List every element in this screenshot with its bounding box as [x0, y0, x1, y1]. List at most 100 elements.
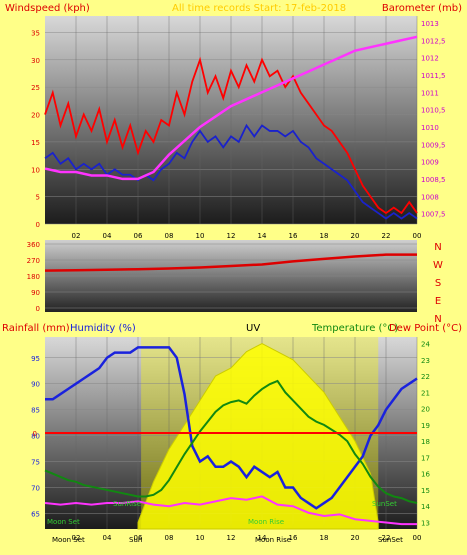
temperature-y-tick-label: 18 [421, 438, 430, 446]
direction-y-tick-label: 90 [31, 289, 40, 297]
chart-header: All time records Start: 17-feb-2018 [172, 3, 346, 14]
barometer-y-tick-label: 1009,5 [421, 141, 446, 149]
wind-x-tick-label: 12 [227, 232, 236, 240]
temperature-y-tick-label: 15 [421, 487, 430, 495]
rain-x-ticks: 02 04 06 08 10 12 14 16 18 20 22 00 [72, 534, 422, 542]
wind-y-tick-label: 35 [31, 29, 40, 37]
rain-x-tick-label: 16 [289, 534, 298, 542]
rain-series-line-2 [44, 495, 417, 526]
temperature-y-tick-label: 22 [421, 373, 430, 381]
moonrise-label: Moon Rise [248, 518, 284, 526]
bottom-sunrise: Sun [129, 536, 142, 544]
barometer-y-ticks: 1007,5 1008 1008,5 1009 1009,5 1010 1010,5 1011… [421, 20, 446, 219]
rain-x-tick-label: 12 [227, 534, 236, 542]
barometer-y-tick-label: 1008 [421, 193, 439, 201]
rain-x-tick-label: 20 [351, 534, 360, 542]
wind-x-tick-label: 14 [258, 232, 267, 240]
temperature-label: Temperature (°C) [311, 323, 398, 334]
temperature-y-tick-label: 20 [421, 406, 430, 414]
humidity-y-tick-label: 65 [31, 510, 40, 518]
moonset-label: Moon Set [47, 518, 80, 526]
uv-label: UV [246, 323, 260, 334]
wind-y-tick-label: 25 [31, 84, 40, 92]
temperature-y-tick-label: 13 [421, 519, 430, 527]
rain-humidity-temp-chart: Rainfall (mm) Humidity (%) UV Temperatur… [2, 323, 462, 544]
rain-x-tick-label: 18 [320, 534, 329, 542]
rainfall-label: Rainfall (mm) [2, 323, 70, 334]
wind-x-tick-label: 18 [320, 232, 329, 240]
humidity-label: Humidity (%) [70, 323, 136, 334]
compass-label: S [435, 278, 441, 289]
compass-label: E [435, 296, 441, 307]
humidity-y-tick-label: 70 [31, 484, 40, 492]
direction-y-tick-label: 180 [27, 273, 40, 281]
barometer-y-tick-label: 1013 [421, 20, 439, 28]
direction-y-ticks: 0 90 180 270 360 [27, 241, 40, 313]
barometer-y-tick-label: 1011,5 [421, 72, 446, 80]
compass-label: W [433, 260, 443, 271]
wind-y-tick-label: 0 [36, 221, 40, 229]
temperature-y-ticks: 13 14 15 16 17 18 19 20 21 22 23 24 [421, 341, 430, 528]
barometer-y-tick-label: 1011 [421, 89, 439, 97]
wind-y-tick-label: 10 [31, 166, 40, 174]
sunset-label: SunSet [372, 500, 397, 508]
barometer-axis-label: Barometer (mb) [382, 3, 462, 14]
temperature-y-tick-label: 24 [421, 341, 430, 349]
wind-series-line-2 [44, 35, 418, 181]
wind-x-tick-label: 22 [382, 232, 391, 240]
barometer-y-tick-label: 1010,5 [421, 107, 446, 115]
uv-area [137, 342, 379, 530]
wind-x-tick-label: 10 [196, 232, 205, 240]
compass-label: N [434, 314, 441, 325]
direction-y-tick-label: 0 [36, 305, 40, 313]
bottom-moonset: Moon Set [52, 536, 85, 544]
temperature-y-tick-label: 14 [421, 503, 430, 511]
barometer-y-tick-label: 1012,5 [421, 37, 446, 45]
rain-x-tick-label: 08 [165, 534, 174, 542]
temperature-y-tick-label: 19 [421, 422, 430, 430]
rain-x-tick-label: 06 [134, 534, 143, 542]
wind-y-tick-label: 20 [31, 112, 40, 120]
direction-gridlines [45, 243, 417, 309]
compass-label: N [434, 242, 441, 253]
rain-x-tick-label: 00 [413, 534, 422, 542]
rain-x-tick-label: 14 [258, 534, 267, 542]
rain-series-line-0 [45, 346, 418, 510]
wind-x-ticks: 02 04 06 08 10 12 14 16 18 20 22 00 [72, 232, 422, 240]
rain-x-tick-label: 04 [103, 534, 112, 542]
barometer-y-tick-label: 1010 [421, 124, 439, 132]
wind-x-tick-label: 02 [72, 232, 81, 240]
wind-barometer-chart: Windspeed (kph) All time records Start: … [5, 3, 462, 240]
sunrise-label: SunRise [113, 500, 141, 508]
wind-y-tick-label: 5 [36, 194, 40, 202]
wind-y-tick-label: 15 [31, 139, 40, 147]
direction-series-line [44, 253, 417, 272]
temperature-y-tick-label: 21 [421, 389, 430, 397]
wind-x-tick-label: 00 [413, 232, 422, 240]
barometer-y-tick-label: 1009 [421, 159, 439, 167]
wind-x-tick-label: 20 [351, 232, 360, 240]
rain-x-tick-label: 02 [72, 534, 81, 542]
temperature-y-tick-label: 23 [421, 357, 430, 365]
direction-y-tick-label: 360 [27, 241, 40, 249]
humidity-y-tick-label: 80 [31, 433, 40, 441]
wind-series-line-0 [44, 56, 418, 215]
rain-x-tick-label: 10 [196, 534, 205, 542]
direction-series [44, 253, 417, 272]
temperature-y-tick-label: 16 [421, 471, 430, 479]
wind-x-tick-label: 04 [103, 232, 112, 240]
rain-series-line-1 [44, 379, 418, 504]
humidity-y-tick-label: 90 [31, 381, 40, 389]
bottom-moonrise: Moon Rise [255, 536, 291, 544]
humidity-y-tick-label: 85 [31, 407, 40, 415]
wind-gridlines [45, 16, 418, 225]
dewpoint-label: Dew Point (°C) [389, 323, 462, 334]
rain-series [44, 342, 418, 530]
windspeed-axis-label: Windspeed (kph) [5, 3, 90, 14]
humidity-y-tick-label: 95 [31, 355, 40, 363]
wind-y-ticks: 0 5 10 15 20 25 30 35 [31, 29, 40, 229]
bottom-sunset: SunSet [378, 536, 403, 544]
